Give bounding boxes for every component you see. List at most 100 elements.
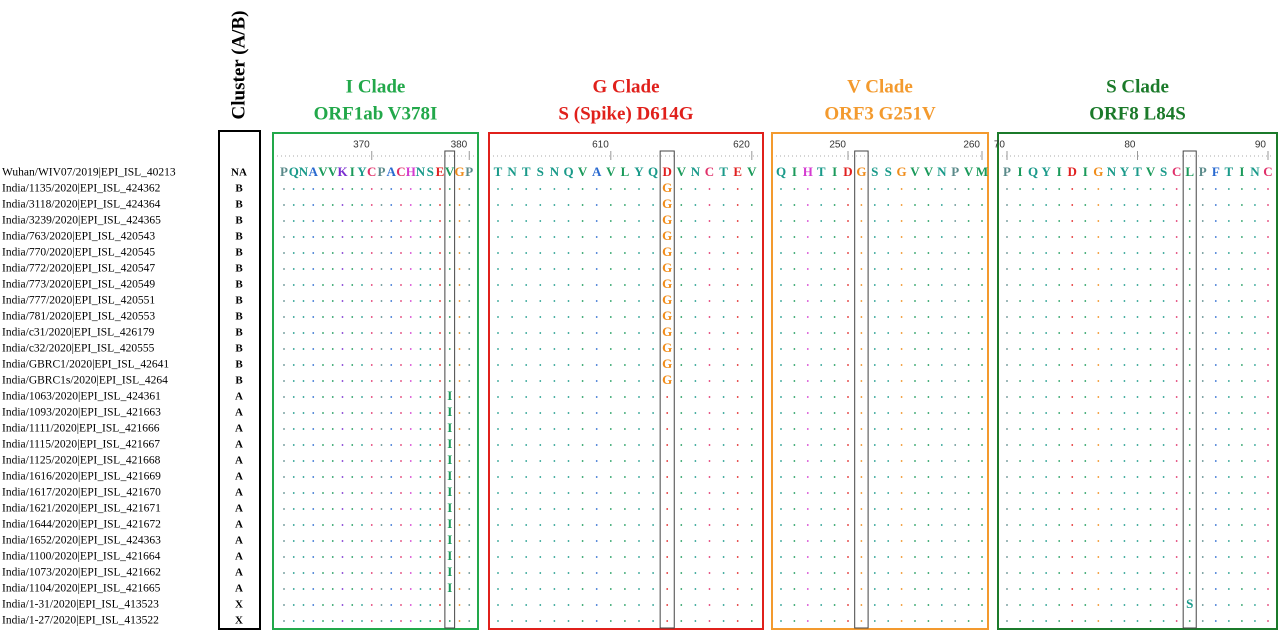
- identity-dot: [1110, 348, 1113, 350]
- identity-dot: [1201, 620, 1204, 622]
- identity-dot: [1006, 268, 1008, 270]
- identity-dot: [361, 236, 363, 238]
- identity-dot: [1071, 348, 1074, 350]
- identity-dot: [361, 348, 363, 350]
- identity-dot: [793, 332, 796, 334]
- identity-dot: [370, 540, 373, 542]
- identity-dot: [351, 284, 354, 286]
- identity-dot: [680, 476, 683, 478]
- identity-dot: [793, 236, 796, 238]
- identity-dot: [954, 556, 957, 558]
- identity-dot: [900, 476, 903, 478]
- identity-dot: [283, 364, 285, 366]
- identity-dot: [1188, 444, 1191, 446]
- identity-dot: [638, 492, 640, 494]
- identity-dot: [468, 588, 471, 590]
- identity-dot: [283, 268, 285, 270]
- identity-dot: [609, 492, 612, 494]
- identity-dot: [954, 396, 957, 398]
- identity-dot: [793, 220, 796, 222]
- identity-dot: [954, 220, 957, 222]
- identity-dot: [981, 220, 983, 222]
- identity-dot: [1201, 412, 1204, 414]
- identity-dot: [341, 268, 344, 270]
- identity-dot: [666, 620, 669, 622]
- identity-dot: [351, 556, 354, 558]
- identity-dot: [1084, 412, 1087, 414]
- identity-dot: [680, 412, 683, 414]
- identity-dot: [820, 460, 823, 462]
- identity-dot: [390, 188, 393, 190]
- identity-dot: [390, 220, 393, 222]
- reference-residue: I: [1239, 164, 1244, 179]
- identity-dot: [439, 588, 441, 590]
- variant-residue: I: [447, 516, 452, 531]
- identity-dot: [409, 300, 412, 302]
- identity-dot: [694, 604, 697, 606]
- identity-dot: [439, 396, 441, 398]
- identity-dot: [1019, 332, 1021, 334]
- identity-dot: [736, 428, 739, 430]
- identity-dot: [380, 524, 383, 526]
- reference-residue: V: [964, 164, 974, 179]
- identity-dot: [322, 444, 324, 446]
- identity-dot: [750, 428, 753, 430]
- identity-dot: [1032, 540, 1034, 542]
- identity-dot: [694, 364, 697, 366]
- identity-dot: [380, 412, 383, 414]
- identity-dot: [1097, 620, 1100, 622]
- identity-dot: [722, 540, 725, 542]
- identity-dot: [400, 204, 402, 206]
- identity-dot: [940, 396, 943, 398]
- identity-dot: [458, 508, 461, 510]
- identity-dot: [940, 316, 943, 318]
- identity-dot: [511, 412, 513, 414]
- identity-dot: [1006, 380, 1008, 382]
- identity-dot: [967, 348, 970, 350]
- identity-dot: [1032, 476, 1034, 478]
- identity-dot: [409, 588, 412, 590]
- identity-dot: [1123, 396, 1126, 398]
- identity-dot: [833, 268, 836, 270]
- identity-dot: [1110, 620, 1113, 622]
- identity-dot: [581, 540, 584, 542]
- identity-dot: [409, 348, 412, 350]
- identity-dot: [666, 476, 669, 478]
- identity-dot: [539, 284, 542, 286]
- identity-dot: [322, 348, 324, 350]
- identity-dot: [1006, 364, 1008, 366]
- identity-dot: [1136, 620, 1139, 622]
- identity-dot: [400, 556, 402, 558]
- identity-dot: [302, 428, 305, 430]
- identity-dot: [833, 252, 836, 254]
- identity-dot: [847, 220, 849, 222]
- identity-dot: [1097, 236, 1100, 238]
- identity-dot: [873, 412, 876, 414]
- identity-dot: [361, 204, 363, 206]
- identity-dot: [400, 284, 402, 286]
- identity-dot: [429, 524, 432, 526]
- identity-dot: [860, 476, 863, 478]
- identity-dot: [624, 444, 626, 446]
- identity-dot: [283, 380, 285, 382]
- identity-dot: [860, 252, 863, 254]
- reference-residue: F: [1212, 164, 1220, 179]
- identity-dot: [1227, 620, 1230, 622]
- identity-dot: [708, 428, 711, 430]
- identity-dot: [652, 300, 654, 302]
- identity-dot: [595, 284, 598, 286]
- identity-dot: [1162, 300, 1165, 302]
- identity-dot: [1019, 188, 1021, 190]
- identity-dot: [708, 316, 711, 318]
- identity-dot: [638, 348, 640, 350]
- identity-dot: [954, 508, 957, 510]
- identity-dot: [439, 380, 441, 382]
- identity-dot: [847, 396, 849, 398]
- identity-dot: [954, 348, 957, 350]
- identity-dot: [1097, 220, 1100, 222]
- identity-dot: [722, 524, 725, 526]
- identity-dot: [525, 524, 528, 526]
- identity-dot: [1097, 284, 1100, 286]
- identity-dot: [1110, 508, 1113, 510]
- identity-dot: [370, 396, 373, 398]
